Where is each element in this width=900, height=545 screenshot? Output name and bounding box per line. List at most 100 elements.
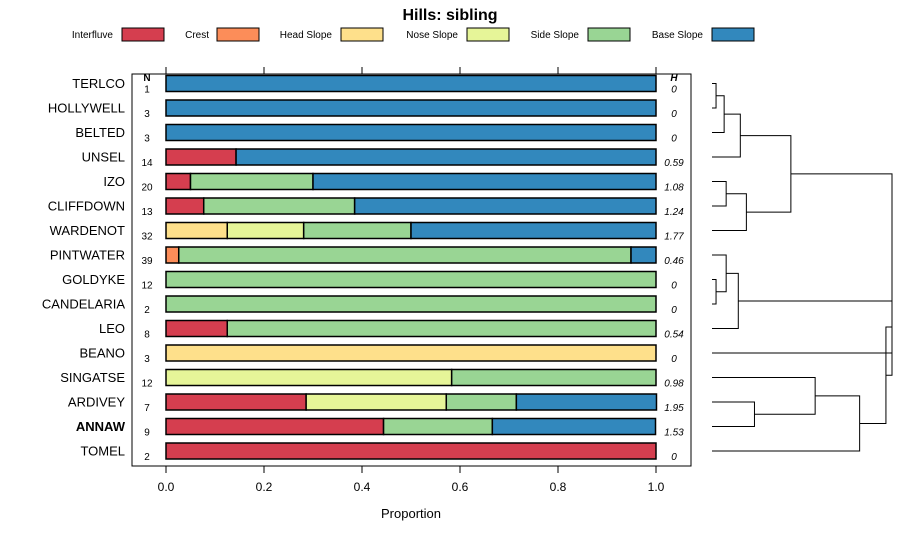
n-value: 20 <box>141 183 153 194</box>
bar-segment-interfluve <box>165 172 192 191</box>
bar-segment-side-slope <box>165 295 657 313</box>
category-label: SINGATSE <box>60 370 125 385</box>
h-value: 0.98 <box>664 379 684 390</box>
row-annaw: ANNAW 9 1.53 <box>76 417 684 439</box>
category-label: CLIFFDOWN <box>48 199 125 214</box>
n-value: 3 <box>144 134 150 145</box>
row-belted: BELTED 3 0 <box>75 123 677 145</box>
row-izo: IZO 20 1.08 <box>103 172 684 194</box>
dendrogram-branch-4 <box>712 193 747 231</box>
dendrogram-branch-9 <box>712 300 893 354</box>
bar-segment-base-slope <box>515 393 658 411</box>
bar-segment-side-slope <box>165 270 657 289</box>
bar-segment-interfluve <box>165 417 385 436</box>
row-singatse: SINGATSE 12 0.98 <box>60 368 684 390</box>
row-cliffdown: CLIFFDOWN 13 1.24 <box>48 197 684 218</box>
n-value: 8 <box>144 330 150 341</box>
bar-segment-base-slope <box>491 417 657 436</box>
legend-label-crest: Crest <box>185 30 209 41</box>
category-label: TOMEL <box>80 444 125 459</box>
dendrogram-branch-8 <box>712 272 739 329</box>
h-value: 1.24 <box>664 207 684 218</box>
n-value: 12 <box>141 281 153 292</box>
legend-swatch-nose-slope <box>466 27 510 42</box>
plot-frame <box>131 73 692 467</box>
bar-segment-side-slope <box>450 368 657 387</box>
category-label: UNSEL <box>82 150 125 165</box>
dendrogram-branch-7 <box>712 254 727 293</box>
h-value: 0 <box>671 281 677 292</box>
h-value: 0 <box>671 305 677 316</box>
row-unsel: UNSEL 14 0.59 <box>82 148 684 169</box>
legend-swatch-base-slope <box>711 27 755 42</box>
dendrogram-branch-10 <box>712 401 755 427</box>
n-value: 32 <box>141 232 153 243</box>
x-tick-label-2: 0.4 <box>354 480 371 494</box>
legend-label-side-slope: Side Slope <box>531 30 580 41</box>
dendrogram <box>712 83 893 452</box>
n-value: 2 <box>144 305 150 316</box>
row-candelaria: CANDELARIA 2 0 <box>42 295 677 316</box>
bar-segment-nose-slope <box>226 221 305 240</box>
h-value: 0.46 <box>664 256 684 267</box>
h-value: 1.53 <box>664 428 684 439</box>
bar-segment-interfluve <box>165 319 228 338</box>
row-hollywell: HOLLYWELL 3 0 <box>48 99 677 120</box>
n-value: 13 <box>141 207 153 218</box>
h-value: 0 <box>671 85 677 96</box>
bar-segment-crest <box>165 246 180 264</box>
category-label: LEO <box>99 321 125 336</box>
category-label: GOLDYKE <box>62 272 125 287</box>
category-label: TERLCO <box>72 76 125 91</box>
row-beano: BEANO 3 0 <box>79 344 677 365</box>
bar-segment-side-slope <box>202 197 356 215</box>
legend-swatch-interfluve <box>121 27 165 42</box>
dendrogram-branch-1 <box>712 95 725 133</box>
legend-swatch-crest <box>216 27 260 42</box>
legend: Interfluve Crest Head Slope Nose Slope Side … <box>72 27 755 42</box>
legend-label-base-slope: Base Slope <box>652 30 704 41</box>
bar-segment-nose-slope <box>305 393 448 411</box>
n-value: 2 <box>144 452 150 463</box>
bar-segment-nose-slope <box>165 368 453 387</box>
dendrogram-branch-3 <box>712 181 727 207</box>
h-value: 0 <box>671 134 677 145</box>
x-tick-label-1: 0.2 <box>256 480 273 494</box>
bar-segment-interfluve <box>165 197 205 215</box>
category-label: ARDIVEY <box>68 395 125 410</box>
bar-segment-interfluve <box>165 442 657 460</box>
category-label: BELTED <box>75 125 125 140</box>
h-value: 0.54 <box>664 330 684 341</box>
row-terlco: TERLCO 1 0 <box>72 74 677 96</box>
dendrogram-branch-12 <box>712 395 861 452</box>
dendrogram-branch-5 <box>740 135 792 213</box>
dendrogram-branch-14 <box>790 173 893 376</box>
x-tick-label-4: 0.8 <box>550 480 567 494</box>
bar-segment-base-slope <box>235 148 657 166</box>
category-label: CANDELARIA <box>42 297 125 312</box>
legend-label-interfluve: Interfluve <box>72 30 114 41</box>
x-tick-label-3: 0.6 <box>452 480 469 494</box>
h-column-header: H <box>670 73 678 84</box>
h-value: 1.08 <box>664 183 684 194</box>
h-value: 1.95 <box>664 403 684 414</box>
legend-swatch-side-slope <box>587 27 631 42</box>
n-value: 7 <box>144 403 150 414</box>
top-ticks <box>165 67 657 74</box>
n-value: 9 <box>144 428 150 439</box>
row-goldyke: GOLDYKE 12 0 <box>62 270 677 292</box>
h-value: 1.77 <box>664 232 684 243</box>
bar-segment-interfluve <box>165 148 237 166</box>
category-label: WARDENOT <box>50 223 125 238</box>
dendrogram-branch-2 <box>712 113 741 158</box>
category-label: ANNAW <box>76 419 126 434</box>
bar-segment-base-slope <box>630 246 657 264</box>
bar-segment-side-slope <box>226 319 657 338</box>
n-value: 3 <box>144 354 150 365</box>
category-label: BEANO <box>79 346 125 361</box>
bar-segment-head-slope <box>165 344 657 362</box>
row-pintwater: PINTWATER 39 0.46 <box>50 246 684 267</box>
n-value: 39 <box>141 256 153 267</box>
bar-segment-side-slope <box>177 246 632 264</box>
category-label: HOLLYWELL <box>48 101 125 116</box>
